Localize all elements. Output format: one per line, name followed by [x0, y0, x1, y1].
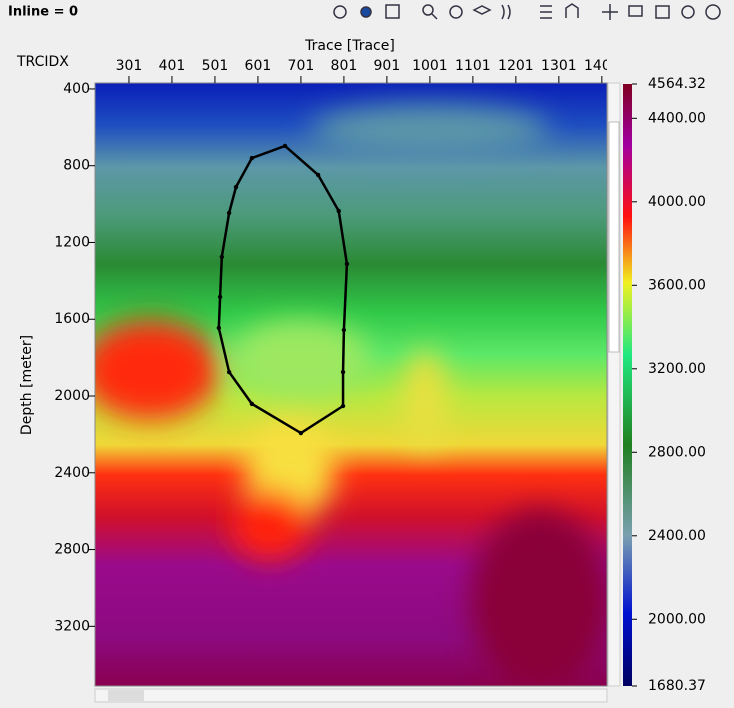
x-tick-label: 1001: [412, 58, 448, 74]
velocity-image: [95, 83, 607, 686]
colorbar-tick-label: 2400.00: [648, 528, 706, 544]
y-tick-label: 2800: [54, 542, 90, 558]
x-tick-label: 1301: [541, 58, 577, 74]
polygon-vertex: [216, 325, 222, 331]
x-axis: 301 401 501 601 701 801 901 1001 1101 1201 1301 140…: [116, 58, 620, 83]
scroll-thumb[interactable]: [608, 121, 620, 353]
x-tick-label: 1101: [455, 58, 491, 74]
x-tick-label: 301: [116, 58, 143, 74]
x-tick-label: 1401: [584, 58, 620, 74]
polygon-vertex: [249, 155, 255, 161]
colorbar-tick-label: 1680.37: [648, 678, 706, 694]
plot-frame: [94, 82, 608, 687]
colorbar-tick-label: 4000.00: [648, 194, 706, 210]
horizontal-scrollbar[interactable]: [94, 688, 608, 703]
y-tick-label: 1200: [54, 234, 90, 250]
corner-label: TRCIDX: [16, 54, 69, 70]
y-tick-label: 2400: [54, 465, 90, 481]
scroll-thumb[interactable]: [108, 690, 144, 701]
y-tick-label: 3200: [54, 618, 90, 634]
polygon-vertex: [217, 294, 223, 300]
x-tick-label: 601: [245, 58, 272, 74]
colorbar-tick-label: 3600.00: [648, 277, 706, 293]
x-tick-label: 1201: [498, 58, 534, 74]
polygon-vertex: [340, 369, 346, 375]
polygon-vertex: [344, 261, 350, 267]
polygon-vertex: [341, 327, 347, 333]
x-tick-label: 901: [374, 58, 401, 74]
toolbar-icons[interactable]: [333, 3, 721, 20]
y-axis-label: Depth [meter]: [19, 335, 35, 435]
colorbar-tick-label: 4400.00: [648, 110, 706, 126]
polygon-vertex: [219, 254, 225, 260]
polygon-vertex: [233, 184, 239, 190]
polygon-vertex: [226, 369, 232, 375]
y-tick-label: 1600: [54, 311, 90, 327]
colorbar-tick-label: 2800.00: [648, 444, 706, 460]
polygon-vertex: [226, 210, 232, 216]
y-tick-label: 2000: [54, 388, 90, 404]
polygon-vertex: [298, 430, 304, 436]
x-tick-label: 801: [331, 58, 358, 74]
polygon-vertex: [249, 401, 255, 407]
overlay: 301 401 501 601 701 801 901 1001 1101 1201 1301 140…: [54, 58, 706, 694]
polygon-vertex: [340, 403, 346, 409]
polygon-vertex: [336, 208, 341, 214]
x-tick-label: 701: [288, 58, 315, 74]
x-tick-label: 401: [159, 58, 186, 74]
colorbar-tick-label: 4564.32: [648, 76, 706, 92]
y-tick-label: 400: [63, 81, 90, 97]
polygon-vertex: [315, 172, 321, 178]
y-tick-label: 800: [63, 158, 90, 174]
colorbar-tick-label: 3200.00: [648, 361, 706, 377]
x-tick-label: 501: [202, 58, 229, 74]
colorbar: [623, 84, 632, 686]
colorbar-tick-label: 2000.00: [648, 611, 706, 627]
x-axis-label: Trace [Trace]: [304, 38, 395, 54]
polygon-vertex: [282, 143, 288, 149]
window-title: Inline = 0: [8, 5, 78, 20]
